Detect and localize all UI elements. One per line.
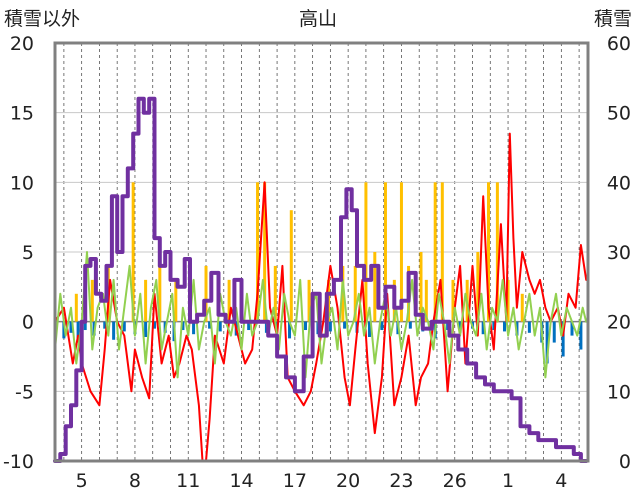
left-axis-title: 積雪以外: [4, 8, 80, 30]
left-tick-label: 20: [10, 33, 34, 55]
bar-mark: [208, 321, 212, 329]
bar-mark: [144, 279, 148, 322]
x-tick-label: 23: [389, 470, 413, 492]
bar-mark: [492, 321, 496, 331]
x-tick-label: 20: [336, 470, 360, 492]
x-tick-label: 17: [283, 470, 307, 492]
right-tick-label: 10: [607, 381, 631, 403]
bar-mark: [103, 321, 107, 329]
x-tick-label: 1: [502, 470, 514, 492]
bar-mark: [288, 321, 292, 339]
bar-mark: [561, 321, 565, 357]
bar-mark: [289, 210, 293, 322]
bar-mark: [399, 182, 403, 322]
right-axis-ticks: 60 50 40 30 20 10 0: [607, 33, 631, 473]
bar-mark: [328, 321, 332, 332]
bar-mark: [174, 279, 178, 322]
bar-mark: [112, 321, 116, 340]
x-tick-label: 11: [176, 470, 200, 492]
bar-mark: [343, 321, 347, 329]
bar-mark: [62, 321, 66, 339]
bar-mark: [90, 279, 94, 322]
bar-mark: [204, 265, 208, 322]
bar-mark: [307, 279, 311, 322]
bar-mark: [502, 321, 506, 332]
bar-mark: [122, 321, 126, 332]
bar-mark: [520, 293, 524, 322]
bar-mark: [419, 252, 423, 322]
bar-mark: [218, 321, 222, 332]
bar-mark: [451, 279, 455, 322]
bar-mark: [440, 182, 444, 322]
bar-mark: [74, 293, 78, 322]
right-tick-label: 0: [619, 451, 631, 473]
bar-mark: [76, 321, 80, 343]
left-tick-label: 10: [10, 172, 34, 194]
plot-area-frame: [53, 41, 590, 463]
left-tick-label: -5: [15, 381, 34, 403]
x-axis-ticks: 5 8 11 14 17 20 23 26 1 4: [76, 470, 568, 492]
bar-mark: [227, 279, 231, 322]
series-line-2: [54, 132, 588, 462]
bar-mark: [458, 321, 462, 333]
x-tick-label: 5: [76, 470, 88, 492]
right-tick-label: 40: [607, 172, 631, 194]
left-tick-label: 0: [22, 312, 34, 334]
bar-mark: [570, 321, 574, 336]
chart-title: 高山: [299, 8, 337, 30]
bar-mark: [545, 321, 549, 364]
bar-mark: [158, 265, 162, 322]
bar-mark: [304, 321, 308, 331]
bar-mark: [481, 321, 485, 335]
x-tick-label: 14: [229, 470, 253, 492]
left-tick-label: 5: [22, 242, 34, 264]
bar-mark: [367, 321, 371, 337]
series-line-3: [54, 251, 588, 379]
bar-mark: [247, 321, 251, 331]
line-series: [53, 96, 589, 463]
bar-mark: [144, 321, 148, 337]
bar-mark: [181, 321, 185, 331]
bar-mark: [256, 182, 260, 322]
x-tick-label: 8: [129, 470, 141, 492]
bar-mark: [83, 321, 87, 331]
bar-mark: [131, 182, 135, 322]
left-axis-ticks: 20 15 10 5 0 -5 -10: [3, 33, 34, 473]
bar-mark: [364, 182, 368, 322]
left-tick-label: -10: [3, 451, 34, 473]
bar-mark: [373, 252, 377, 322]
bar-mark: [273, 265, 277, 322]
bar-mark: [552, 321, 556, 343]
bar-mark: [192, 321, 196, 335]
bar-mark: [263, 182, 267, 322]
x-tick-label: 26: [443, 470, 467, 492]
bar-mark: [152, 321, 156, 329]
bar-mark: [433, 182, 437, 322]
right-tick-label: 20: [607, 312, 631, 334]
bar-mark: [341, 265, 345, 322]
bar-mark: [383, 182, 387, 322]
bar-mark: [408, 321, 412, 329]
right-tick-label: 60: [607, 33, 631, 55]
bar-mark: [380, 321, 384, 331]
series-line-4: [53, 96, 589, 463]
bar-mark: [579, 321, 583, 350]
bar-mark: [527, 321, 531, 333]
right-axis-title: 積雪: [594, 8, 632, 30]
bar-mark: [424, 279, 428, 322]
right-tick-label: 30: [607, 242, 631, 264]
x-tick-label: 4: [555, 470, 567, 492]
bar-mark: [506, 279, 510, 322]
bar-mark: [69, 321, 73, 333]
right-tick-label: 50: [607, 103, 631, 125]
bar-mark: [476, 252, 480, 322]
bar-mark: [353, 265, 357, 322]
bar-mark: [495, 182, 499, 322]
left-tick-label: 15: [10, 103, 34, 125]
bar-mark: [487, 182, 491, 322]
